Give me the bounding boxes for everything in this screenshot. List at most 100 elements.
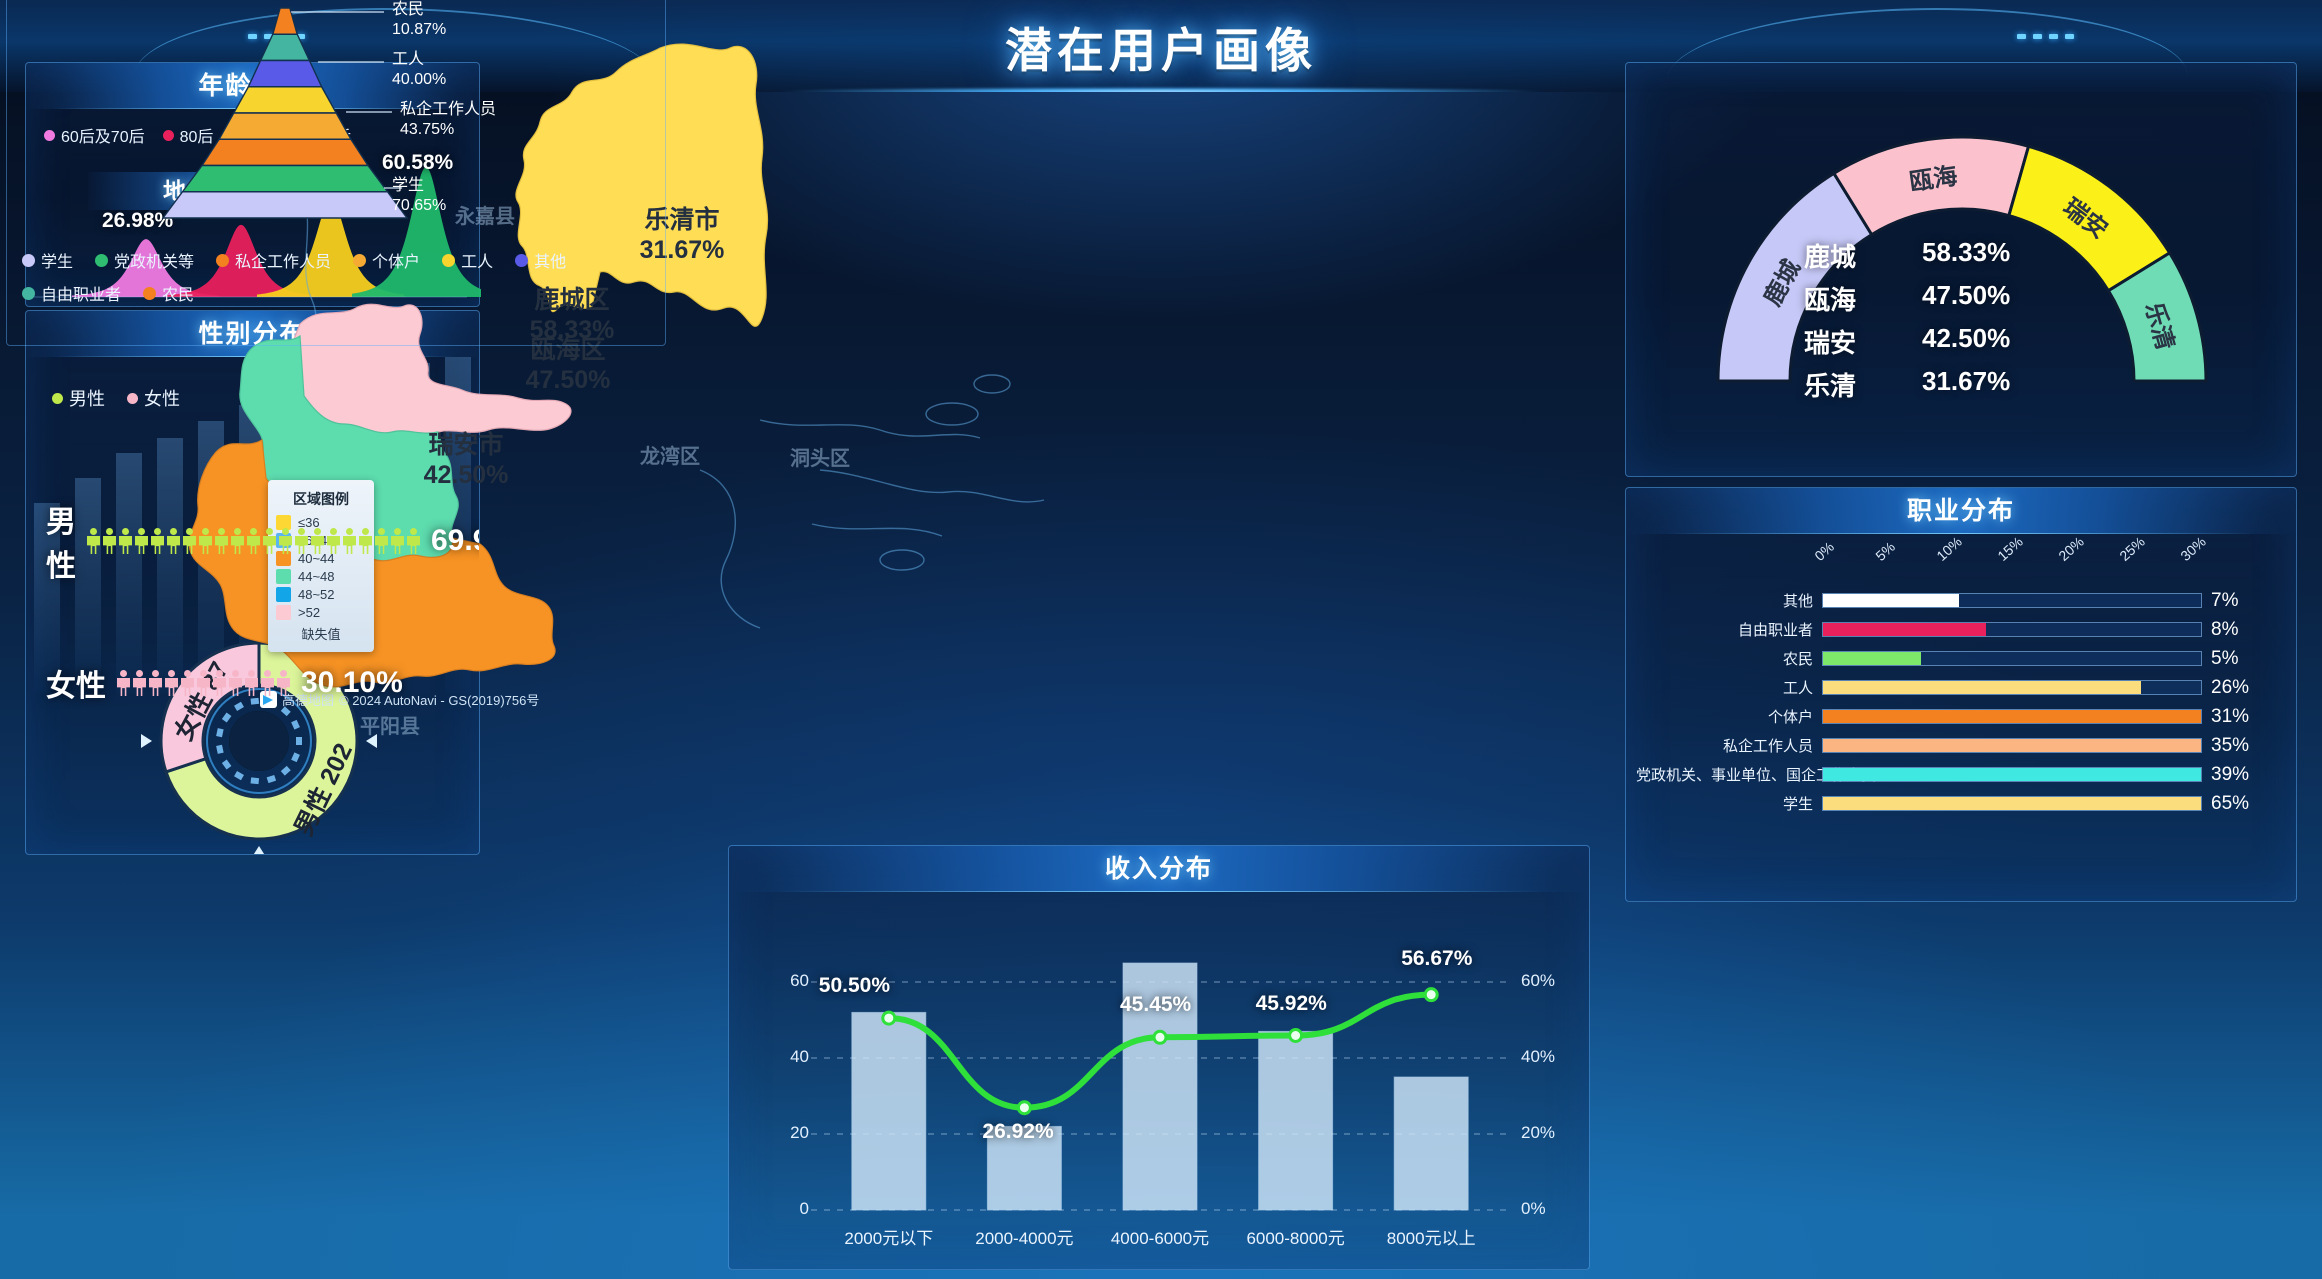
region-gauge-chart: 鹿城 58.33% 瓯海 47.50% 瑞安 42.50% 乐清 31.67% 鹿城 瓯海… [1626,63,2296,476]
occupation-track-2 [1822,651,2202,666]
pyramid-legend: 学生 党政机关等 私企工作人员 个体户 工人 其他自由职业者 农民 [22,248,662,305]
pyramid-callout-value-2: 43.75% [400,121,455,138]
pyramid-legend-item-4[interactable]: 工人 [442,248,493,272]
gauge-table-name-3: 乐清 [1804,371,1857,401]
pyramid-callout-value-3: 70.65% [392,197,447,214]
pyramid-legend-item-3[interactable]: 个体户 [353,248,420,272]
map-legend-label-5: >52 [298,605,321,620]
person-icon [214,528,229,554]
person-icon [260,670,275,696]
income-line-label-1: 26.92% [982,1119,1054,1143]
pyramid-legend-label-7: 农民 [162,287,195,304]
pyramid-legend-dot-0 [22,253,35,267]
occupation-value-4: 31% [2211,705,2250,727]
map-legend-swatch-2 [276,551,291,566]
gender-legend-dot-male [52,392,63,404]
gauge-table-name-1: 瓯海 [1804,285,1857,315]
region-gauge-table: 鹿城 58.33% 瓯海 47.50% 瑞安 42.50% 乐清 31.67% [1804,231,2010,409]
occupation-rows: 其他 7% 自由职业者 8% 农民 5% 工人 26% 个体户 31% 私企工作人员 35% 党政机关、… [1626,586,2296,818]
pyramid-callout-name-3: 学生 [392,177,425,194]
person-icon [262,528,277,554]
person-icon [230,528,245,554]
pyramid-legend-label-2: 私企工作人员 [235,254,332,271]
income-y2-tick: 60% [1521,971,1556,990]
person-icon [244,670,259,696]
occupation-x-tick-4: 20% [2055,533,2087,564]
pyramid-legend-item-2[interactable]: 私企工作人员 [216,248,331,272]
occupation-row[interactable]: 学生 65% [1626,789,2296,818]
map-legend-row-3[interactable]: 44~48 [276,569,366,584]
pyramid-legend-item-1[interactable]: 党政机关等 [95,248,194,272]
occupation-row[interactable]: 私企工作人员 35% [1626,731,2296,760]
gender-legend-label-female: 女性 [144,389,180,409]
income-y-tick: 60 [790,971,809,990]
occupation-row[interactable]: 其他 7% [1626,586,2296,615]
map-legend-row-2[interactable]: 40~44 [276,551,366,566]
age-legend-label-0: 60后及70后 [61,129,145,146]
occupation-name-3: 工人 [1782,680,1813,697]
region-gauge-svg [1716,135,2208,383]
pyramid-legend-label-3: 个体户 [372,254,421,271]
income-category-label-4: 8000元以上 [1386,1229,1476,1248]
occupation-fill-6 [1823,768,2201,781]
map-region-label-unhighlighted-3: 洞头区 [790,448,850,470]
pyramid-legend-item-5[interactable]: 其他 [515,248,566,272]
map-legend-swatch-0 [276,515,291,530]
person-icon [246,528,261,554]
age-legend-dot-1 [162,129,174,141]
income-category-label-0: 2000元以下 [844,1229,934,1248]
map-legend-missing-label: 缺失值 [301,627,341,642]
person-icon [196,670,211,696]
occupation-name-7: 学生 [1782,796,1813,813]
gender-legend-item-0[interactable]: 男性 [52,385,105,411]
pyramid-legend-item-7[interactable]: 农民 [143,281,194,305]
person-icon [276,670,291,696]
occupation-fill-4 [1823,710,2201,723]
occupation-fill-5 [1823,739,2201,752]
occupation-row[interactable]: 党政机关、事业单位、国企工作人员 39% [1626,760,2296,789]
pyramid-callout-name-0: 农民 [392,1,425,18]
income-distribution-panel: 收入分布 0 20 40 60 0% 20% 40% 60% 2000元以下 2000-4000元… [728,845,1590,1270]
gender-legend-item-1[interactable]: 女性 [127,385,180,411]
map-attribution-text: © 2024 AutoNavi - GS(2019)756号 [339,693,540,708]
person-icon [390,528,405,554]
occupation-row[interactable]: 农民 5% [1626,644,2296,673]
gender-pictogram-female [116,670,291,696]
map-legend-row-0[interactable]: ≤36 [276,515,366,530]
occupation-name-5: 私企工作人员 [1722,738,1813,755]
occupation-axis: 0% 5% 10% 15% 20% 25% 30% [1811,533,2296,586]
pyramid-legend-dot-7 [143,286,157,300]
pyramid-legend-item-0[interactable]: 学生 [22,248,73,272]
person-icon [310,528,325,554]
occupation-row[interactable]: 个体户 31% [1626,702,2296,731]
occupation-name-0: 其他 [1782,593,1813,610]
map-legend-title: 区域图例 [293,491,349,507]
income-category-label-1: 2000-4000元 [975,1229,1074,1248]
gender-row-male: 男性 69.90% [26,497,479,585]
occupation-value-1: 8% [2211,618,2239,640]
income-y-tick: 0 [799,1199,809,1218]
person-icon [342,528,357,554]
person-icon [102,528,117,554]
person-icon [406,528,421,554]
gauge-table-value-2: 42.50% [1922,323,2011,353]
person-icon [228,670,243,696]
occupation-distribution-panel: 职业分布 0% 5% 10% 15% 20% 25% 30% 其他 7% 自由职业者 8% 农民 5%… [1625,487,2297,902]
gender-row-male-value: 69.90% [431,524,479,557]
map-region-label-unhighlighted-2: 龙湾区 [640,446,700,468]
pyramid-legend-item-6[interactable]: 自由职业者 [22,281,121,305]
gauge-table-name-0: 鹿城 [1804,242,1857,272]
map-legend-row-4[interactable]: 48~52 [276,587,366,602]
gauge-table-value-1: 47.50% [1922,280,2011,310]
age-legend-item-0[interactable]: 60后及70后 [44,123,145,147]
map-legend-row-5[interactable]: >52 [276,605,366,620]
gauge-table-row-1: 瓯海 47.50% [1804,280,2010,317]
occupation-track-4 [1822,709,2202,724]
person-icon [116,670,131,696]
gauge-table-row-3: 乐清 31.67% [1804,366,2010,403]
occupation-x-tick-0: 0% [1811,538,1838,564]
occupation-row[interactable]: 自由职业者 8% [1626,615,2296,644]
pyramid-legend-label-5: 其他 [534,254,567,271]
occupation-row[interactable]: 工人 26% [1626,673,2296,702]
age-legend-item-1[interactable]: 80后 [162,123,213,147]
